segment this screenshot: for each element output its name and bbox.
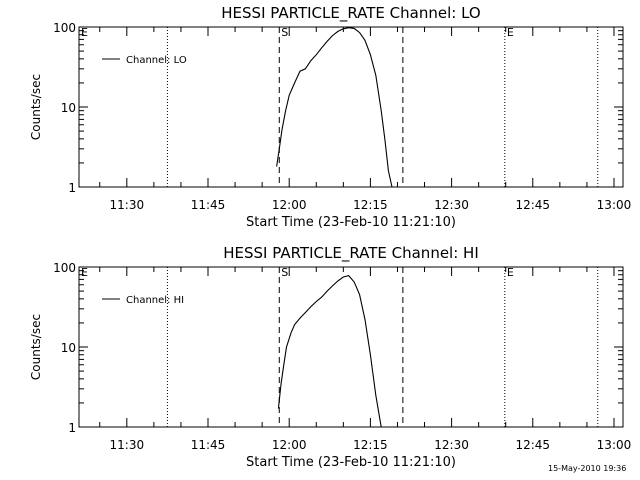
x-tick-label: 12:15	[353, 198, 388, 212]
y-axis-label: Counts/sec	[29, 74, 43, 140]
x-tick-label: 12:15	[353, 438, 388, 452]
marker-label: E	[81, 26, 88, 39]
y-tick-label: 100	[53, 261, 76, 275]
series-line	[276, 27, 393, 188]
x-tick-label: 11:45	[191, 198, 226, 212]
x-axis-label: Start Time (23-Feb-10 11:21:10)	[246, 215, 456, 230]
marker-label: E	[81, 266, 88, 279]
marker-label: E	[507, 26, 514, 39]
x-tick-label: 12:30	[434, 438, 469, 452]
x-tick-label: 11:45	[191, 438, 226, 452]
series-line	[277, 274, 382, 428]
chart-title: HESSI PARTICLE_RATE Channel: LO	[221, 4, 480, 23]
marker-label: E	[507, 266, 514, 279]
x-axis-label: Start Time (23-Feb-10 11:21:10)	[246, 455, 456, 470]
plot-frame	[78, 26, 624, 188]
x-tick-label: 13:00	[597, 198, 632, 212]
x-tick-label: 11:30	[110, 198, 145, 212]
legend-label: Channel: HI	[126, 295, 184, 306]
y-tick-label: 1	[68, 421, 76, 435]
y-tick-label: 10	[61, 101, 76, 115]
y-tick-label: 10	[61, 341, 76, 355]
plot-frame	[78, 266, 624, 428]
marker-label: S	[281, 26, 288, 39]
chart-panel-2	[78, 266, 624, 428]
y-tick-label: 100	[53, 21, 76, 35]
y-tick-label: 1	[68, 181, 76, 195]
marker-label: S	[281, 266, 288, 279]
legend-label: Channel: LO	[126, 55, 187, 66]
x-tick-label: 12:30	[434, 198, 469, 212]
x-tick-label: 12:45	[515, 198, 550, 212]
x-tick-label: 12:45	[515, 438, 550, 452]
plot-timestamp: 15-May-2010 19:36	[548, 464, 627, 473]
x-tick-label: 12:00	[272, 438, 307, 452]
x-tick-label: 12:00	[272, 198, 307, 212]
chart-panel-1	[78, 26, 624, 188]
y-axis-label: Counts/sec	[29, 314, 43, 380]
x-tick-label: 11:30	[110, 438, 145, 452]
chart-title: HESSI PARTICLE_RATE Channel: HI	[223, 244, 479, 263]
x-tick-label: 13:00	[597, 438, 632, 452]
